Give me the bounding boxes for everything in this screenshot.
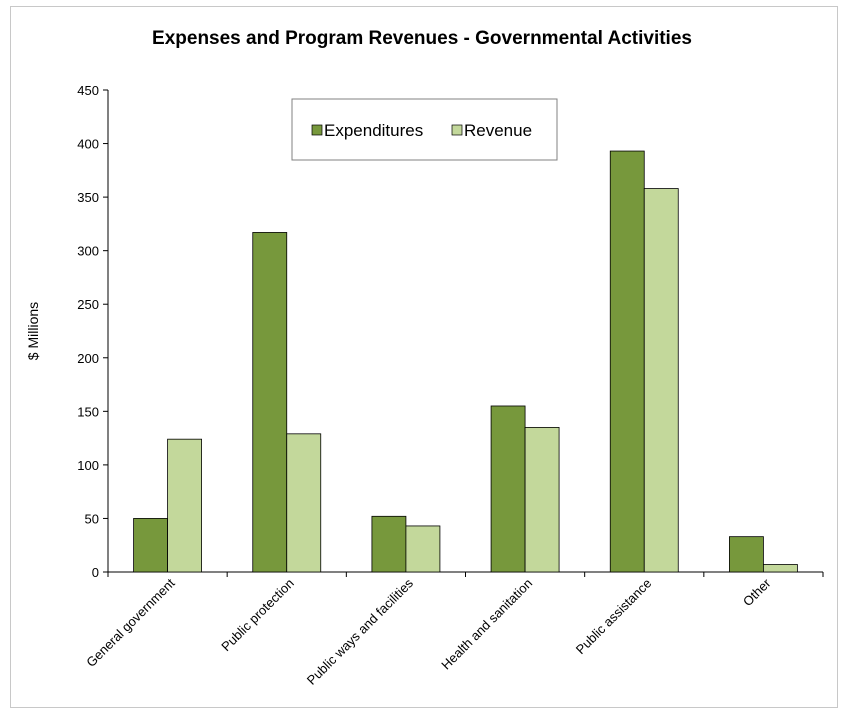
bar-revenue-3 (524, 426, 560, 573)
y-tick-label: 0 (92, 565, 99, 580)
y-tick-label: 400 (77, 137, 99, 152)
chart-legend: Expenditures Revenue (291, 98, 558, 161)
y-tick-label: 300 (77, 244, 99, 259)
y-tick-label: 450 (77, 83, 99, 98)
bar-revenue-4 (643, 188, 679, 573)
bar-expenditures-3 (490, 405, 526, 573)
y-tick-label: 200 (77, 351, 99, 366)
bar-expenditures-4 (609, 150, 645, 573)
category-label: General government (83, 575, 178, 670)
bar-revenue-2 (405, 525, 441, 573)
bar-expenditures-0 (133, 518, 168, 573)
y-tick-label: 150 (77, 404, 99, 419)
y-axis-label: $ Millions (25, 302, 41, 360)
category-label: Public ways and facilities (304, 575, 417, 688)
y-tick-label: 100 (77, 458, 99, 473)
chart-bars (133, 150, 798, 573)
bar-expenditures-2 (371, 515, 407, 573)
category-label: Other (740, 575, 774, 609)
bar-revenue-1 (286, 433, 322, 573)
bar-revenue-5 (763, 564, 798, 573)
legend-box (291, 98, 558, 161)
chart-title: Expenses and Program Revenues - Governme… (152, 28, 692, 49)
legend-label-expenditures: Expenditures (324, 121, 423, 140)
category-label: Public protection (218, 576, 297, 655)
category-label: Public assistance (573, 576, 655, 658)
category-label: Health and sanitation (438, 576, 535, 673)
legend-label-revenue: Revenue (464, 121, 532, 140)
bar-expenditures-1 (252, 232, 288, 573)
legend-swatch-revenue (451, 124, 463, 136)
y-tick-label: 50 (85, 511, 99, 526)
bar-expenditures-5 (729, 536, 764, 573)
chart-axes (103, 89, 824, 577)
bar-revenue-0 (167, 438, 202, 573)
legend-swatch-expenditures (311, 124, 323, 136)
y-tick-label: 250 (77, 297, 99, 312)
y-tick-label: 350 (77, 190, 99, 205)
